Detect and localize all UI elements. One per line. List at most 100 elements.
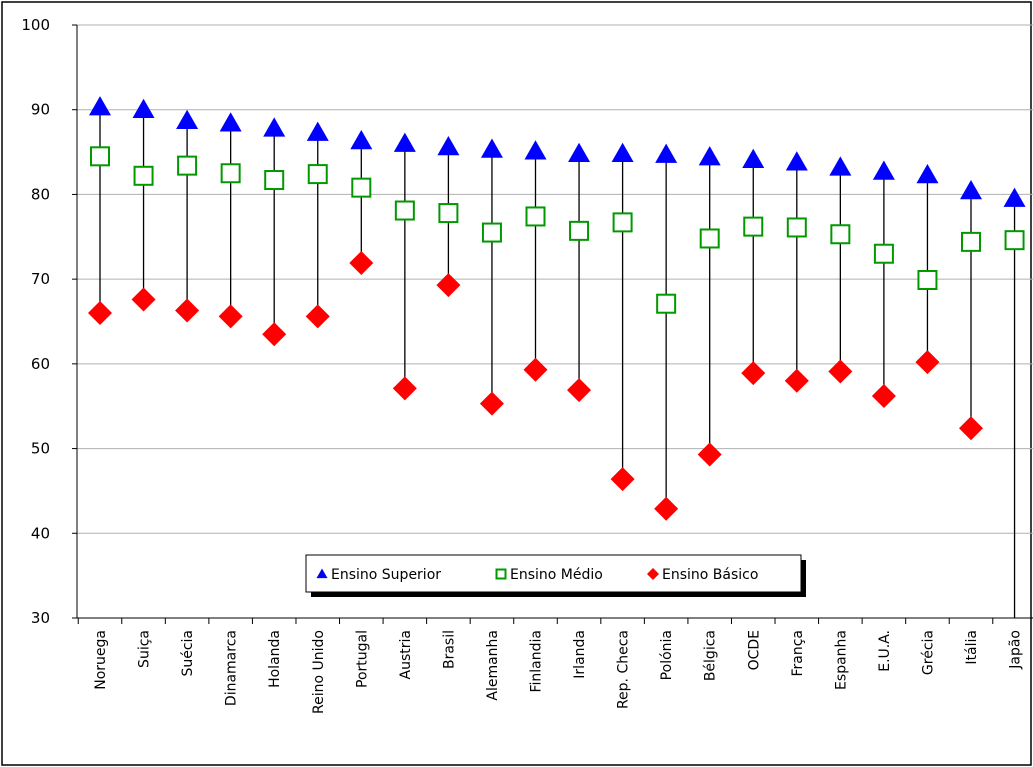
y-tick-label: 40	[31, 524, 50, 542]
category-label: Rep. Checa	[616, 630, 632, 709]
diamond-marker	[567, 378, 592, 403]
category-label: Itália	[964, 630, 980, 665]
diamond-marker	[479, 391, 504, 416]
y-tick-label: 80	[31, 185, 50, 203]
square-marker	[1004, 230, 1025, 251]
category-label: OCDE	[746, 630, 762, 670]
y-tick-label: 50	[31, 440, 50, 458]
square-marker	[307, 164, 328, 185]
diamond-marker	[697, 442, 722, 467]
diamond-marker	[305, 304, 330, 329]
triangle-marker	[306, 121, 329, 141]
legend-box	[305, 554, 802, 593]
category-label: Suiça	[137, 630, 153, 668]
diamond-marker	[218, 304, 243, 329]
square-marker	[873, 243, 894, 264]
diamond-marker	[88, 301, 112, 326]
square-marker	[90, 146, 110, 167]
triangle-marker	[393, 132, 416, 152]
triangle-marker	[132, 98, 155, 118]
category-label: França	[790, 630, 806, 677]
legend-square-icon	[495, 568, 507, 580]
category-label: Dinamarca	[224, 630, 240, 706]
square-marker	[612, 212, 633, 233]
category-label: Irlanda	[572, 630, 588, 679]
y-tick-label: 60	[31, 355, 50, 373]
y-tick-label: 90	[31, 101, 50, 119]
diamond-marker	[436, 273, 461, 298]
category-label: Holanda	[267, 630, 283, 688]
square-marker	[351, 177, 372, 198]
data-markers	[88, 96, 1026, 521]
triangle-marker	[89, 96, 111, 116]
square-marker	[961, 231, 981, 252]
legend: Ensino Superior Ensino Médio Ensino Básico	[305, 554, 806, 597]
category-label: Grécia	[920, 630, 936, 675]
diamond-marker	[131, 287, 156, 312]
triangle-marker	[1003, 187, 1026, 207]
square-marker	[569, 220, 590, 241]
grid-lines	[77, 24, 1033, 534]
y-tick-label: 100	[21, 16, 50, 34]
square-marker	[786, 217, 807, 238]
square-marker	[481, 222, 502, 243]
category-label: Reino Unido	[311, 630, 327, 714]
square-marker	[917, 269, 938, 290]
category-label: Alemanha	[485, 630, 501, 701]
diamond-marker	[610, 467, 635, 492]
triangle-marker	[263, 117, 286, 137]
diamond-marker	[871, 384, 896, 409]
triangle-marker	[698, 146, 721, 166]
triangle-marker	[611, 142, 634, 163]
diamond-marker	[741, 361, 766, 386]
triangle-marker	[785, 151, 808, 171]
square-marker	[699, 228, 720, 249]
square-marker	[394, 200, 415, 221]
category-label: Polónia	[659, 630, 675, 680]
triangle-marker	[742, 148, 765, 168]
category-label: Portugal	[354, 630, 370, 688]
triangle-marker	[655, 143, 678, 163]
range-lines	[99, 107, 1016, 618]
diamond-marker	[654, 496, 679, 521]
triangle-marker	[437, 135, 460, 156]
triangle-marker	[872, 160, 895, 180]
diamond-marker	[175, 298, 200, 323]
square-marker	[656, 293, 677, 314]
triangle-marker	[350, 130, 373, 150]
triangle-marker	[480, 138, 503, 158]
legend-label: Ensino Básico	[662, 567, 758, 583]
triangle-marker	[960, 180, 982, 200]
category-label: Suécia	[180, 630, 196, 677]
legend-triangle-icon	[316, 568, 328, 579]
axes	[72, 24, 1033, 624]
legend-diamond-icon	[647, 568, 659, 580]
square-marker	[220, 163, 241, 184]
diamond-marker	[262, 322, 287, 347]
diamond-marker	[784, 368, 809, 393]
diamond-marker	[349, 251, 374, 276]
category-labels: Noruega Suiça Suécia Dinamarca Holanda Reino …	[93, 630, 1024, 714]
square-marker	[438, 203, 459, 224]
category-label: Austria	[398, 630, 414, 679]
square-marker	[177, 155, 198, 176]
triangle-marker	[524, 140, 547, 160]
category-label: Japão	[1008, 630, 1024, 670]
triangle-marker	[829, 156, 852, 176]
square-marker	[133, 165, 154, 186]
triangle-marker	[219, 112, 242, 132]
square-marker	[264, 170, 285, 191]
triangle-marker	[176, 109, 199, 129]
diamond-marker	[523, 357, 548, 382]
y-tick-labels: 30 40 50 60 70 80 90 100	[21, 16, 50, 627]
category-label: Noruega	[93, 630, 109, 690]
category-label: Brasil	[441, 630, 457, 669]
triangle-marker	[568, 142, 591, 163]
diamond-marker	[828, 359, 853, 384]
category-label: Finlandia	[529, 630, 545, 693]
legend-label: Ensino Superior	[331, 567, 441, 583]
category-label: Espanha	[833, 630, 849, 690]
square-marker	[830, 224, 851, 245]
